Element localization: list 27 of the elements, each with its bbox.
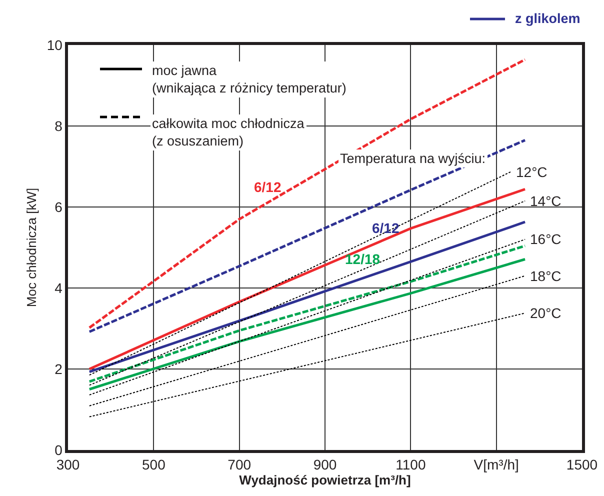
series-label: 14°C [530, 193, 562, 209]
line-series [88, 220, 526, 374]
y-tick-label: 4 [54, 280, 63, 296]
y-tick-label: 10 [46, 36, 63, 53]
series-label: 12°C [516, 164, 548, 180]
x-tick-label: 300 [56, 456, 80, 473]
x-tick-label: 1500 [566, 456, 598, 473]
x-tick-label: 1100 [396, 456, 426, 473]
annotation: całkowita moc chłodnicza (z osuszaniem) [152, 116, 305, 149]
x-tick-label: V[m³/h] [474, 456, 519, 473]
x-tick-label: 700 [228, 456, 252, 473]
text: z glikolem [515, 11, 580, 26]
x-tick-label: 500 [142, 456, 166, 473]
y-tick-label: 2 [54, 360, 63, 377]
y-tick-label: 8 [54, 118, 63, 134]
series-label: 16°C [530, 231, 562, 247]
series-label: 20°C [530, 305, 562, 321]
x-axis-title: Wydajność powietrza [m³/h] [239, 472, 411, 488]
annotation: moc jawna (wnikająca z różnicy temperatur) [152, 63, 346, 96]
x-tick-label: 900 [313, 456, 337, 473]
y-axis-title: Moc chłodnicza [kW] [24, 188, 39, 308]
y-tick-label: 6 [54, 198, 63, 215]
series-label: 6/12 [254, 179, 282, 195]
annotation: Temperatura na wyjściu: [340, 151, 486, 166]
series-label: 18°C [530, 268, 562, 284]
text: 12/18 [345, 251, 380, 267]
y-tick-label: 0 [54, 442, 63, 458]
